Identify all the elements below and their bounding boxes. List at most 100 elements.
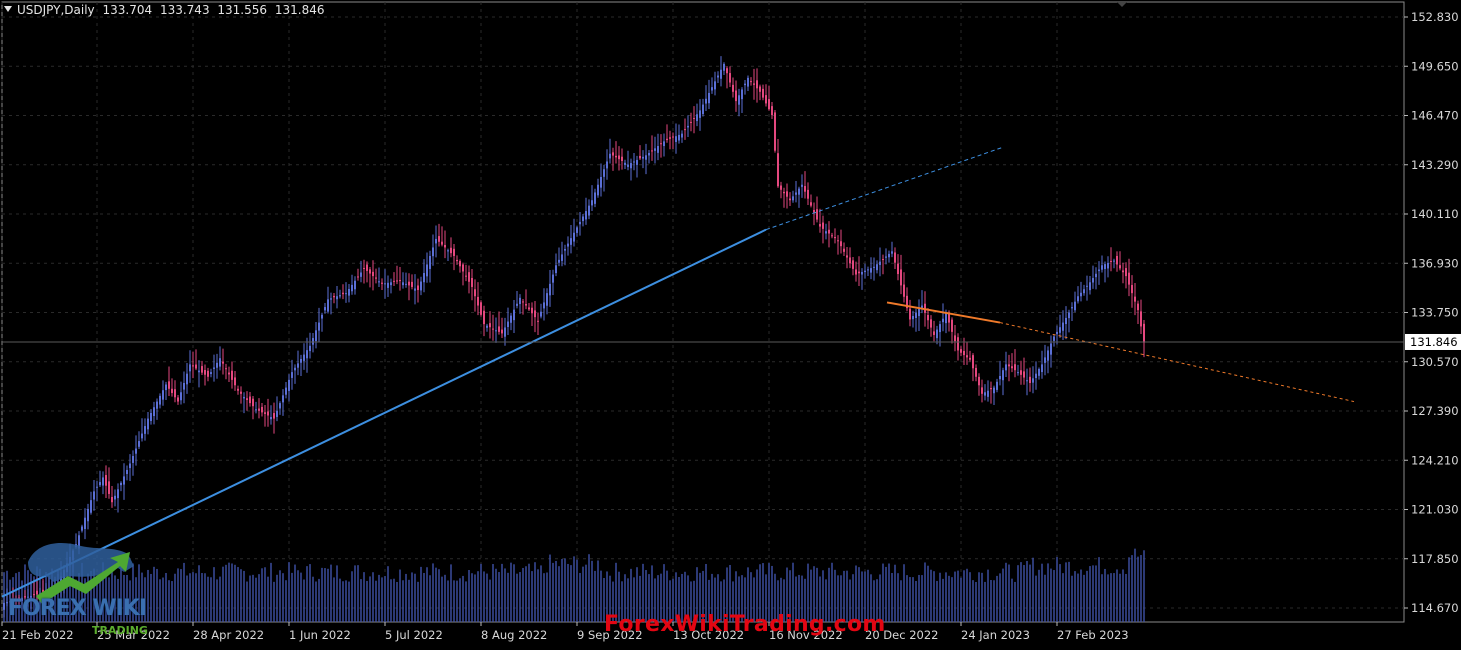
trendline-support[interactable] [1,228,767,598]
candle-body [42,589,44,592]
candle-body [975,367,977,377]
candle [1113,258,1115,269]
candle-body [837,240,839,242]
candle-body [651,150,653,152]
candle-body [1071,307,1073,309]
candle-body [321,314,323,319]
x-tick-label: 8 Aug 2022 [481,628,547,642]
candle-body [717,75,719,78]
candle-body [1008,364,1010,367]
candle-body [804,186,806,192]
y-tick-label: 117.850 [1411,552,1459,566]
candle-body [723,63,725,71]
candle-body [744,83,746,86]
candle-body [495,330,497,332]
candle [105,465,107,498]
candle-body [603,169,605,177]
candle [480,300,482,317]
candle [801,174,803,198]
candle-body [657,146,659,153]
candle [447,248,449,262]
candle [93,479,95,511]
candle [216,353,218,379]
candle [1047,346,1049,374]
candle-body [177,397,179,402]
candle-body [384,283,386,285]
candle [507,307,509,336]
candle [681,130,683,143]
candle-body [714,81,716,90]
candle-body [204,369,206,375]
candle-body [768,99,770,110]
candle [672,132,674,150]
candle [183,371,185,404]
candle [702,98,704,117]
candle [393,272,395,286]
candle [516,291,518,309]
candle [705,85,707,112]
candle-body [378,281,380,283]
menu-triangle-icon[interactable] [4,6,12,12]
candle-body [1143,323,1145,343]
chart-shift-marker-icon[interactable] [1117,2,1127,7]
candle [123,463,125,500]
candle [531,302,533,327]
candle [534,301,536,333]
candle [981,379,983,403]
trendline-neckline-extension [999,322,1355,403]
candle-body [84,517,86,530]
candle-body [666,138,668,141]
candle-body [414,288,416,291]
candle-body [120,482,122,486]
candle [102,471,104,495]
candle [435,225,437,258]
candle [474,279,476,312]
candle-body [372,271,374,277]
candle [462,262,464,286]
candle [453,243,455,271]
candle [843,242,845,257]
chart-header[interactable]: USDJPY,Daily 133.704 133.743 131.556 131… [4,3,328,17]
candle-body [207,370,209,377]
candle [717,71,719,83]
candle-body [912,315,914,320]
candle [426,252,428,283]
candle-body [1119,265,1121,269]
candle [159,393,161,409]
candle-body [906,295,908,309]
candle [324,303,326,314]
candle-body [129,463,131,469]
candle-body [459,261,461,267]
candle-body [456,259,458,262]
candle [1128,258,1130,297]
candle-body [870,268,872,273]
candle-body [747,77,749,87]
candle [411,274,413,290]
candle-body [1122,270,1124,273]
candle [1011,353,1013,373]
candle-body [78,535,80,549]
candle [579,212,581,236]
candle-body [261,406,263,413]
candle-body [609,153,611,159]
y-tick-label: 130.570 [1411,355,1459,369]
candle-body [168,381,170,389]
trendline-neckline[interactable] [886,301,1001,324]
candle-body [888,253,890,258]
candle-body [288,379,290,391]
candle [732,77,734,98]
candle-body [528,307,530,310]
candle-body [963,350,965,356]
candle-body [933,331,935,335]
candle-body [957,337,959,351]
candle-body [819,224,821,227]
candle-body [330,298,332,300]
candle [1131,275,1133,308]
candle [1089,276,1091,295]
candle [201,360,203,375]
candle [759,84,761,101]
candle [618,146,620,171]
candle-body [117,489,119,499]
candle-body [171,388,173,394]
